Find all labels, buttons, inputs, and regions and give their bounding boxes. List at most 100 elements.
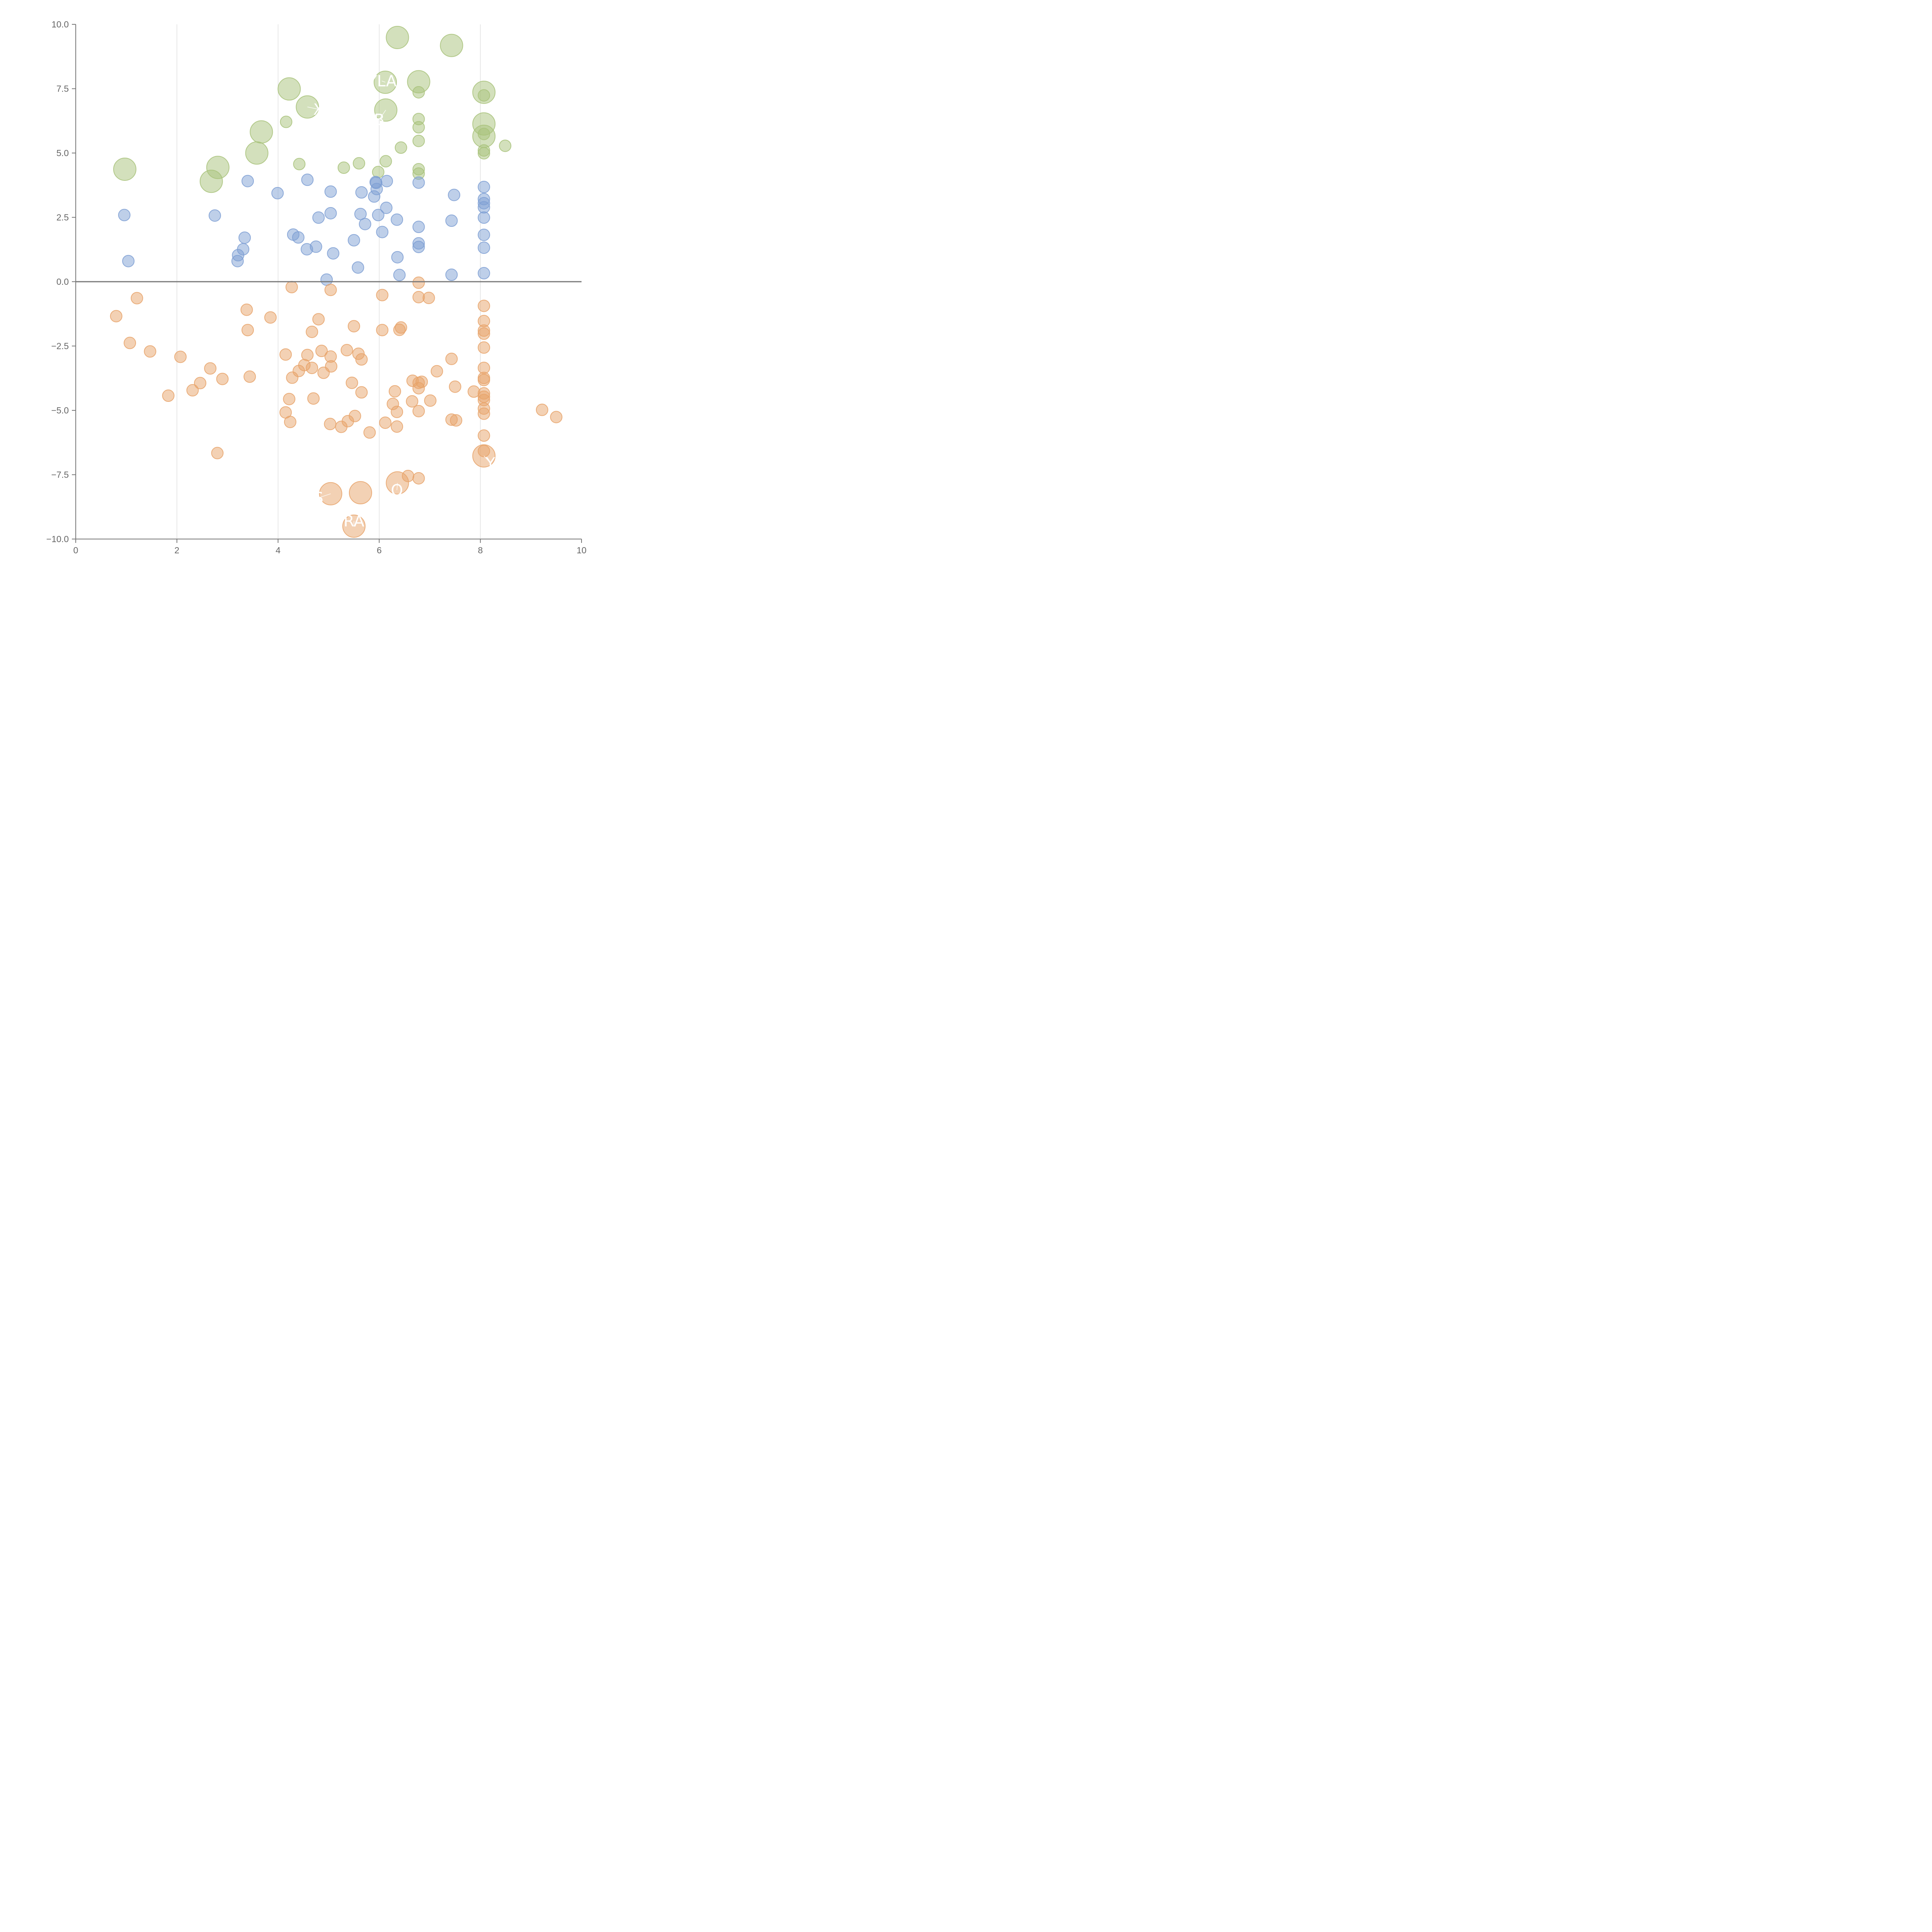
bubble-point: [478, 128, 490, 140]
bubble-point: [352, 261, 364, 274]
bubble-point: [271, 187, 284, 199]
bubble-label: Y: [485, 455, 495, 473]
bubble-point: [174, 350, 187, 363]
x-tick-label: 8: [478, 545, 483, 555]
bubble-point: [349, 410, 361, 422]
bubble-point: [380, 201, 393, 214]
bubble-point: [353, 157, 366, 170]
label-leader-line: [307, 107, 319, 110]
bubble-point: [325, 360, 338, 373]
bubble-point: [250, 120, 273, 144]
bubble-point: [283, 393, 296, 405]
bubble-point: [386, 26, 409, 49]
y-tick-label: 0.0: [56, 277, 69, 287]
bubble-point: [478, 429, 490, 442]
bubble-point: [242, 175, 254, 187]
bubble-point: [279, 348, 292, 361]
bubble-point: [478, 267, 490, 280]
bubble-label: S: [314, 489, 323, 507]
y-tick-label: −7.5: [51, 470, 69, 480]
bubble-point: [240, 303, 253, 316]
bubble-point: [393, 269, 406, 281]
bubble-point: [216, 372, 229, 385]
bubble-point: [391, 213, 403, 226]
bubble-point: [391, 251, 404, 264]
bubble-label: OYLAX: [356, 73, 407, 90]
bubble-point: [280, 116, 293, 128]
y-tick-label: 5.0: [56, 148, 69, 158]
bubble-point: [430, 365, 443, 378]
bubble-labels: OYLAX X B RA S O Y: [307, 73, 495, 530]
y-tick-label: −5.0: [51, 405, 69, 415]
bubble-point: [347, 320, 360, 333]
bubble-point: [208, 209, 221, 222]
bubble-point: [478, 299, 490, 312]
bubble-point: [536, 403, 548, 416]
bubble-point: [324, 207, 337, 219]
bubble-point: [320, 273, 333, 286]
bubble-point: [301, 349, 314, 361]
bubble-point: [355, 353, 368, 366]
bubble-point: [186, 384, 199, 397]
x-tick-label: 6: [377, 545, 382, 555]
bubble-point: [395, 321, 407, 334]
label-leader-line: [379, 110, 386, 120]
bubble-point: [388, 385, 401, 398]
y-tick-label: −2.5: [51, 341, 69, 351]
bubble-point: [407, 70, 430, 94]
bubble-point: [440, 34, 463, 57]
bubble-point: [306, 325, 318, 338]
bubble-point: [363, 426, 376, 439]
bubble-point: [242, 324, 254, 337]
bubble-point: [478, 407, 490, 420]
bubble-point: [379, 155, 392, 168]
bubble-point: [312, 313, 325, 326]
bubble-point: [412, 176, 425, 189]
bubble-point: [450, 414, 463, 427]
bubble-label: X: [313, 101, 324, 119]
bubble-point: [449, 380, 461, 393]
y-tick-label: 7.5: [56, 84, 69, 94]
bubble-point: [478, 242, 490, 254]
bubble-point: [293, 158, 306, 170]
label-leader-line: [483, 456, 491, 464]
bubble-point: [412, 241, 425, 253]
bubble-point: [354, 207, 367, 220]
bubbles: [110, 26, 563, 538]
bubble-point: [478, 327, 490, 340]
bubble-point: [478, 180, 490, 193]
bubble-point: [292, 231, 304, 244]
x-tick-label: 10: [577, 545, 587, 555]
label-leader-line: [381, 80, 386, 83]
bubble-point: [478, 147, 490, 160]
bubble-point: [211, 447, 224, 459]
bubble-point: [324, 185, 337, 198]
bubble-point: [445, 269, 458, 281]
bubble-point: [355, 186, 368, 199]
bubble-point: [327, 247, 340, 260]
bubble-point: [412, 405, 425, 417]
bubble-point: [478, 89, 490, 102]
bubble-point: [412, 134, 425, 147]
bubble-label: O: [391, 481, 403, 499]
bubble-point: [345, 376, 358, 389]
bubble-point: [478, 211, 490, 224]
bubble-point: [315, 345, 328, 357]
bubble-point: [340, 344, 353, 357]
bubble-point: [391, 405, 403, 418]
bubble-point: [402, 469, 415, 482]
bubble-point: [310, 240, 322, 253]
bubble-point: [144, 345, 156, 358]
bubble-point: [162, 389, 175, 402]
bubble-point: [499, 139, 512, 152]
bubble-point: [301, 173, 314, 186]
bubble-point: [370, 183, 383, 196]
bubble-point: [285, 281, 298, 293]
bubble-point: [306, 362, 318, 374]
bubble-point: [238, 231, 251, 244]
bubble-point: [448, 189, 461, 201]
bubble-point: [312, 211, 325, 224]
bubble-point: [424, 394, 437, 407]
bubble-point: [395, 141, 407, 154]
bubble-point: [355, 386, 368, 399]
